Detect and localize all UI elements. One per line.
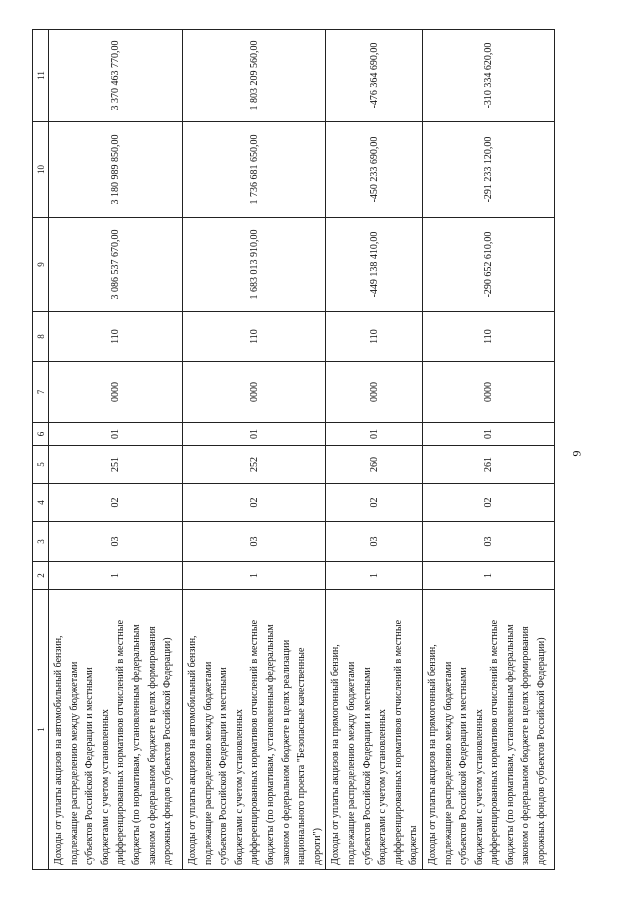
column-number: 3: [32, 521, 49, 562]
column-number: 11: [32, 29, 49, 122]
table-row: Доходы от уплаты акцизов на автомобильны…: [48, 29, 183, 870]
table-row: Доходы от уплаты акцизов на автомобильны…: [182, 29, 326, 870]
description-line: бюджетами с учетом установленных: [377, 709, 389, 865]
column-number: 7: [32, 361, 49, 423]
code-cell: 1: [48, 561, 183, 590]
description-line: бюджеты: [408, 825, 420, 865]
code-cell: 01: [422, 422, 555, 446]
column-number: 5: [32, 445, 49, 484]
code-cell: 01: [325, 422, 423, 446]
code-cell: 01: [48, 422, 183, 446]
amount-cell: -450 233 690,00: [325, 121, 423, 218]
code-cell: 110: [48, 311, 183, 362]
description-line: подлежащие распределению между бюджетами: [442, 661, 454, 865]
code-cell: 110: [325, 311, 423, 362]
description-line: дифференцированных нормативов отчислений…: [489, 619, 501, 865]
column-number: 2: [32, 561, 49, 590]
description-line: подлежащие распределению между бюджетами: [202, 661, 214, 865]
amount-cell: -449 138 410,00: [325, 217, 423, 312]
description-line: подлежащие распределению между бюджетами: [345, 661, 357, 865]
revenue-table: 1 2 3 4 5 6 7 8 9 10 11 Доходы от уплаты акцизов на…: [32, 29, 555, 870]
description-line: законом о федеральном бюджете в целях ре…: [280, 639, 292, 865]
description-line: бюджеты (по нормативам, установленным фе…: [504, 624, 516, 865]
code-cell: 0000: [182, 361, 326, 423]
code-cell: 02: [422, 483, 555, 522]
description-line: дороги"): [311, 828, 323, 865]
amount-cell: 1 803 209 560,00: [182, 29, 326, 122]
amount-cell: 3 370 463 770,00: [48, 29, 183, 122]
amount-cell: -290 652 610,00: [422, 217, 555, 312]
code-cell: 02: [182, 483, 326, 522]
column-number-row: 1 2 3 4 5 6 7 8 9 10 11: [32, 29, 49, 870]
amount-cell: 3 086 537 670,00: [48, 217, 183, 312]
code-cell: 03: [422, 521, 555, 562]
description-line: Доходы от уплаты акцизов на автомобильны…: [187, 635, 198, 865]
description-line: дифференцированных нормативов отчислений…: [249, 619, 261, 865]
code-cell: 252: [182, 445, 326, 484]
revenue-description: Доходы от уплаты акцизов на автомобильны…: [48, 589, 183, 870]
column-number: 1: [32, 589, 49, 870]
column-number: 10: [32, 121, 49, 218]
description-line: национального проекта "Безопасные качест…: [296, 647, 308, 865]
description-line: субъектов Российской Федерации и местным…: [84, 667, 96, 865]
amount-cell: 3 180 989 850,00: [48, 121, 183, 218]
code-cell: 261: [422, 445, 555, 484]
amount-cell: 1 683 013 910,00: [182, 217, 326, 312]
revenue-description: Доходы от уплаты акцизов на прямогонный …: [325, 589, 423, 870]
description-line: дифференцированных нормативов отчислений…: [115, 619, 127, 865]
description-line: субъектов Российской Федерации и местным…: [218, 667, 230, 865]
description-line: Доходы от уплаты акцизов на автомобильны…: [53, 635, 64, 865]
description-line: Доходы от уплаты акцизов на прямогонный …: [330, 644, 342, 865]
code-cell: 1: [422, 561, 555, 590]
table-row: Доходы от уплаты акцизов на прямогонный …: [325, 29, 423, 870]
description-line: бюджетами с учетом установленных: [233, 709, 245, 865]
description-line: бюджетами с учетом установленных: [99, 709, 111, 865]
description-line: подлежащие распределению между бюджетами: [68, 661, 80, 865]
code-cell: 02: [325, 483, 423, 522]
code-cell: 1: [182, 561, 326, 590]
table-row: Доходы от уплаты акцизов на прямогонный …: [422, 29, 555, 870]
column-number: 9: [32, 217, 49, 312]
code-cell: 0000: [422, 361, 555, 423]
description-line: бюджеты (по нормативам, установленным фе…: [130, 624, 142, 865]
revenue-description: Доходы от уплаты акцизов на автомобильны…: [182, 589, 326, 870]
rotated-table-wrapper: 1 2 3 4 5 6 7 8 9 10 11 Доходы от уплаты акцизов на…: [32, 29, 555, 870]
code-cell: 03: [48, 521, 183, 562]
description-line: бюджетами с учетом установленных: [473, 709, 485, 865]
page-number: 9: [569, 450, 584, 457]
description-line: законом о федеральном бюджете в целях фо…: [146, 626, 158, 865]
revenue-description: Доходы от уплаты акцизов на прямогонный …: [422, 589, 555, 870]
code-cell: 01: [182, 422, 326, 446]
code-cell: 251: [48, 445, 183, 484]
column-number: 8: [32, 311, 49, 362]
description-line: субъектов Российской Федерации и местным…: [458, 667, 470, 865]
code-cell: 110: [182, 311, 326, 362]
column-number: 4: [32, 483, 49, 522]
description-line: законом о федеральном бюджете в целях фо…: [520, 626, 532, 865]
amount-cell: -310 334 620,00: [422, 29, 555, 122]
amount-cell: -291 233 120,00: [422, 121, 555, 218]
description-line: субъектов Российской Федерации и местным…: [361, 667, 373, 865]
description-line: дорожных фондов субъектов Российской Фед…: [536, 637, 548, 865]
code-cell: 1: [325, 561, 423, 590]
description-line: дорожных фондов субъектов Российской Фед…: [162, 637, 174, 865]
column-number: 6: [32, 422, 49, 446]
code-cell: 0000: [325, 361, 423, 423]
code-cell: 0000: [48, 361, 183, 423]
code-cell: 02: [48, 483, 183, 522]
code-cell: 03: [325, 521, 423, 562]
description-line: бюджеты (по нормативам, установленным фе…: [264, 624, 276, 865]
code-cell: 03: [182, 521, 326, 562]
description-line: Доходы от уплаты акцизов на прямогонный …: [426, 644, 438, 865]
amount-cell: 1 736 681 650,00: [182, 121, 326, 218]
code-cell: 110: [422, 311, 555, 362]
code-cell: 260: [325, 445, 423, 484]
description-line: дифференцированных нормативов отчислений…: [392, 619, 404, 865]
amount-cell: -476 364 690,00: [325, 29, 423, 122]
